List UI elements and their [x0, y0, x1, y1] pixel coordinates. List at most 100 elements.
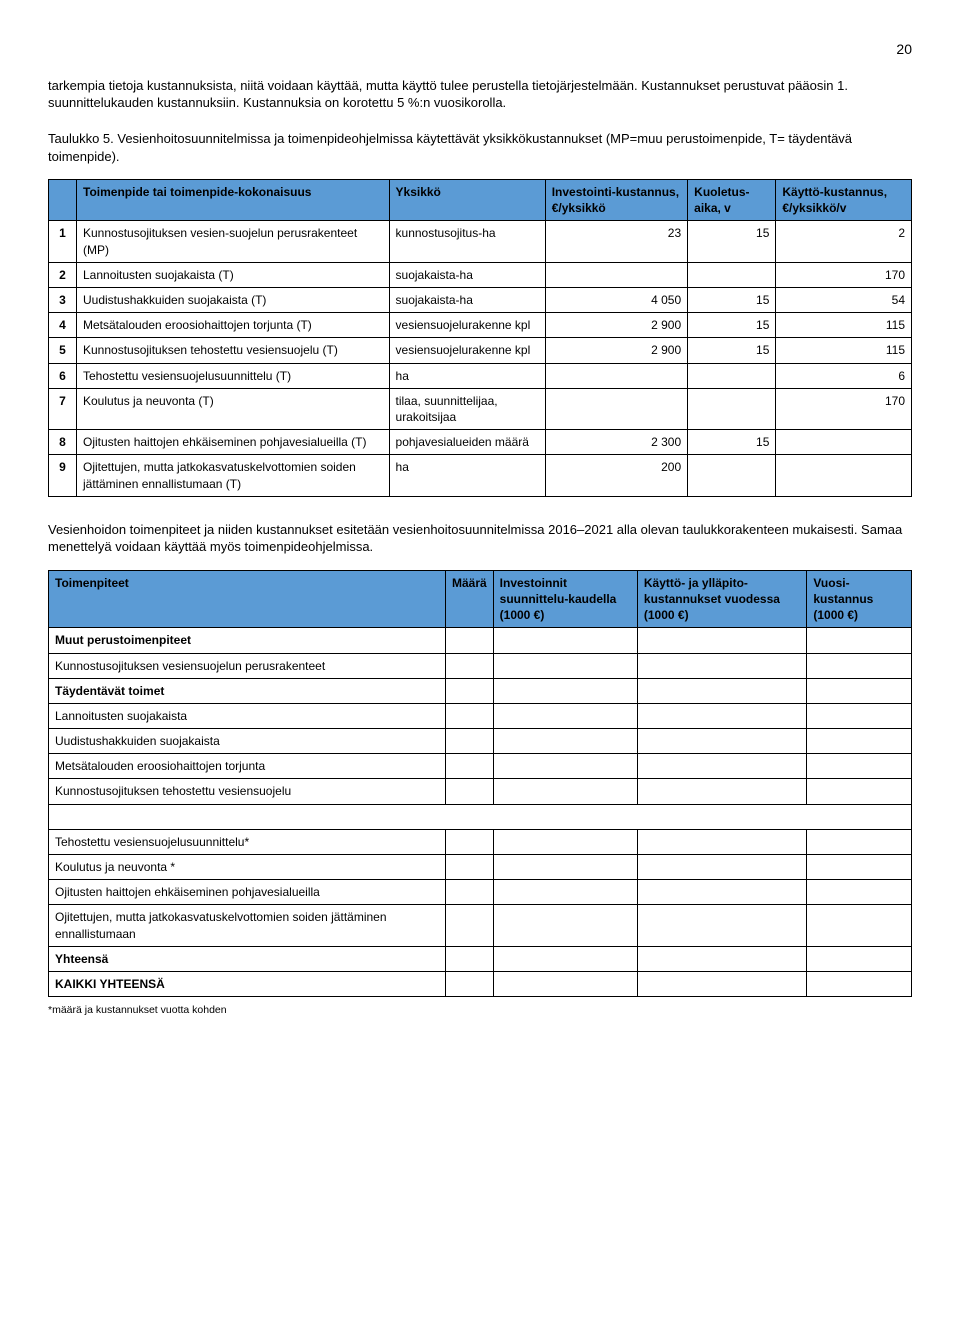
cell	[493, 678, 637, 703]
cell: vesiensuojelurakenne kpl	[389, 338, 545, 363]
t2-h-qty: Määrä	[445, 570, 493, 628]
cell	[493, 653, 637, 678]
cell: 5	[49, 338, 77, 363]
cell	[807, 946, 912, 971]
cell: pohjavesialueiden määrä	[389, 430, 545, 455]
cell	[445, 703, 493, 728]
cell	[493, 946, 637, 971]
cell: Koulutus ja neuvonta (T)	[77, 388, 390, 429]
cell	[493, 905, 637, 946]
cell: 15	[688, 338, 776, 363]
cell	[445, 779, 493, 804]
cell	[445, 678, 493, 703]
cell: Uudistushakkuiden suojakaista (T)	[77, 288, 390, 313]
t1-h-blank	[49, 180, 77, 221]
cell	[637, 754, 806, 779]
cell: Kunnostusojituksen vesien-suojelun perus…	[77, 221, 390, 262]
cell: Kunnostusojituksen tehostettu vesiensuoj…	[77, 338, 390, 363]
t2-h-annual: Vuosi-kustannus (1000 €)	[807, 570, 912, 628]
cell-label: Kunnostusojituksen vesiensuojelun perusr…	[49, 653, 446, 678]
table-row: 5Kunnostusojituksen tehostettu vesiensuo…	[49, 338, 912, 363]
cell: tilaa, suunnittelijaa, urakoitsijaa	[389, 388, 545, 429]
cell: 15	[688, 288, 776, 313]
cell	[493, 703, 637, 728]
table-row: 1Kunnostusojituksen vesien-suojelun peru…	[49, 221, 912, 262]
mid-paragraph: Vesienhoidon toimenpiteet ja niiden kust…	[48, 521, 912, 556]
table-row: Täydentävät toimet	[49, 678, 912, 703]
cell	[637, 971, 806, 996]
cell	[493, 628, 637, 653]
cell	[807, 653, 912, 678]
cell: 9	[49, 455, 77, 496]
table-row: Kunnostusojituksen vesiensuojelun perusr…	[49, 653, 912, 678]
table-row: KAIKKI YHTEENSÄ	[49, 971, 912, 996]
cell	[807, 829, 912, 854]
cell-label: Tehostettu vesiensuojelusuunnittelu*	[49, 829, 446, 854]
cell: 54	[776, 288, 912, 313]
cell	[637, 779, 806, 804]
cell: 3	[49, 288, 77, 313]
cell: 115	[776, 313, 912, 338]
cell-label: Yhteensä	[49, 946, 446, 971]
table2-header-row: Toimenpiteet Määrä Investoinnit suunnitt…	[49, 570, 912, 628]
t1-h-amort: Kuoletus-aika, v	[688, 180, 776, 221]
footnote: *määrä ja kustannukset vuotta kohden	[48, 1003, 912, 1017]
cell	[493, 829, 637, 854]
cell-label: Ojitettujen, mutta jatkokasvatuskelvotto…	[49, 905, 446, 946]
cell: ha	[389, 363, 545, 388]
table-row: Ojitettujen, mutta jatkokasvatuskelvotto…	[49, 905, 912, 946]
cell	[637, 880, 806, 905]
cell: 170	[776, 388, 912, 429]
cell	[807, 703, 912, 728]
table-row: Yhteensä	[49, 946, 912, 971]
cell	[445, 628, 493, 653]
cell: Ojitusten haittojen ehkäiseminen pohjave…	[77, 430, 390, 455]
table-row: Tehostettu vesiensuojelusuunnittelu*	[49, 829, 912, 854]
cell	[637, 628, 806, 653]
cell: vesiensuojelurakenne kpl	[389, 313, 545, 338]
cell: 2	[49, 262, 77, 287]
cell	[445, 729, 493, 754]
cell	[688, 388, 776, 429]
cell	[807, 971, 912, 996]
table-row: Ojitusten haittojen ehkäiseminen pohjave…	[49, 880, 912, 905]
cell	[445, 946, 493, 971]
t1-h-inv: Investointi-kustannus, €/yksikkö	[545, 180, 687, 221]
cell	[637, 946, 806, 971]
cell	[493, 880, 637, 905]
table-row: Koulutus ja neuvonta *	[49, 855, 912, 880]
cell	[493, 779, 637, 804]
cell	[545, 363, 687, 388]
table-row: 9Ojitettujen, mutta jatkokasvatuskelvott…	[49, 455, 912, 496]
cell: Lannoitusten suojakaista (T)	[77, 262, 390, 287]
cell: 2 900	[545, 313, 687, 338]
table-row: 7Koulutus ja neuvonta (T)tilaa, suunnitt…	[49, 388, 912, 429]
cell: 6	[776, 363, 912, 388]
cell: 2 900	[545, 338, 687, 363]
cell: 170	[776, 262, 912, 287]
cell: 2	[776, 221, 912, 262]
cell	[445, 971, 493, 996]
t2-h-desc: Toimenpiteet	[49, 570, 446, 628]
table-row: 3Uudistushakkuiden suojakaista (T)suojak…	[49, 288, 912, 313]
cell	[445, 754, 493, 779]
t1-h-unit: Yksikkö	[389, 180, 545, 221]
table-row: 4Metsätalouden eroosiohaittojen torjunta…	[49, 313, 912, 338]
cell-label: Kunnostusojituksen tehostettu vesiensuoj…	[49, 779, 446, 804]
t2-h-op: Käyttö- ja ylläpito-kustannukset vuodess…	[637, 570, 806, 628]
cell	[807, 905, 912, 946]
intro-paragraph-1: tarkempia tietoja kustannuksista, niitä …	[48, 77, 912, 112]
cell	[637, 703, 806, 728]
table-row: Lannoitusten suojakaista	[49, 703, 912, 728]
cell	[807, 729, 912, 754]
cell: 15	[688, 221, 776, 262]
cell	[637, 729, 806, 754]
table-unit-costs: Toimenpide tai toimenpide-kokonaisuus Yk…	[48, 179, 912, 497]
table1-caption: Taulukko 5. Vesienhoitosuunnitelmissa ja…	[48, 130, 912, 165]
cell	[445, 880, 493, 905]
cell	[637, 678, 806, 703]
table-row: Metsätalouden eroosiohaittojen torjunta	[49, 754, 912, 779]
cell: 4 050	[545, 288, 687, 313]
cell: 1	[49, 221, 77, 262]
cell	[776, 430, 912, 455]
